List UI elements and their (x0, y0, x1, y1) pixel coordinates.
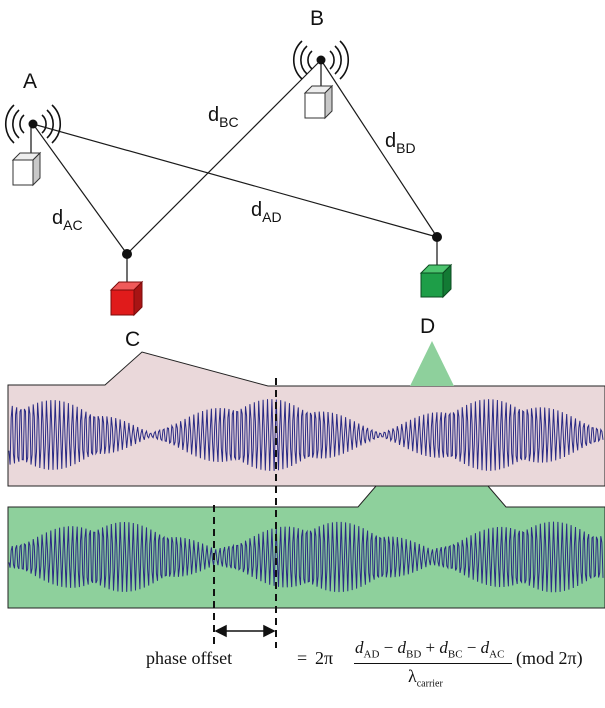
formula-modulo: (mod 2π) (516, 648, 583, 668)
formula-equals: = (297, 648, 308, 668)
distance-label-bd: dBD (385, 130, 416, 156)
node-c-dot (122, 249, 132, 259)
transmitter-b (293, 40, 349, 120)
distance-label-ac: dAC (52, 207, 83, 233)
receiver-box-green-icon (419, 263, 453, 299)
signal-panel-d (7, 485, 605, 609)
waveform-c (8, 399, 604, 471)
distance-label-ad: dAD (251, 199, 282, 225)
antenna-waves-icon (5, 104, 61, 144)
peak-d-top (410, 341, 454, 386)
links (32, 59, 438, 255)
transmitter-box-icon (303, 84, 334, 120)
signal-panel-c (7, 341, 605, 487)
formula-denominator: λcarrier (408, 666, 443, 690)
node-a-dot (28, 119, 38, 129)
receiver-c (109, 249, 144, 317)
fraction-bar (354, 663, 512, 664)
formula-factor: 2π (315, 648, 334, 668)
node-label-d: D (420, 315, 435, 338)
node-d-dot (432, 232, 442, 242)
transmitter-a (5, 104, 61, 187)
transmitter-box-icon (11, 151, 42, 187)
offset-arrow-icon (214, 624, 276, 638)
link-b-d (320, 59, 438, 238)
receiver-box-red-icon (109, 280, 144, 317)
link-a-d (32, 123, 438, 238)
phase-offset-markers (213, 378, 277, 648)
node-label-a: A (23, 70, 37, 93)
formula-left-label: phase offset (146, 648, 233, 668)
antenna-waves-icon (293, 40, 349, 80)
link-b-c (126, 59, 322, 255)
receiver-d (419, 232, 453, 299)
phase-offset-formula: phase offset = 2π dAD − dBD + dBC − dAC … (100, 636, 605, 708)
formula-numerator: dAD − dBD + dBC − dAC (355, 638, 505, 661)
waveform-d (8, 521, 604, 593)
node-label-b: B (310, 7, 324, 30)
distance-label-bc: dBC (208, 104, 239, 130)
node-label-c: C (125, 328, 140, 351)
link-a-c (32, 123, 128, 255)
node-b-dot (316, 55, 326, 65)
